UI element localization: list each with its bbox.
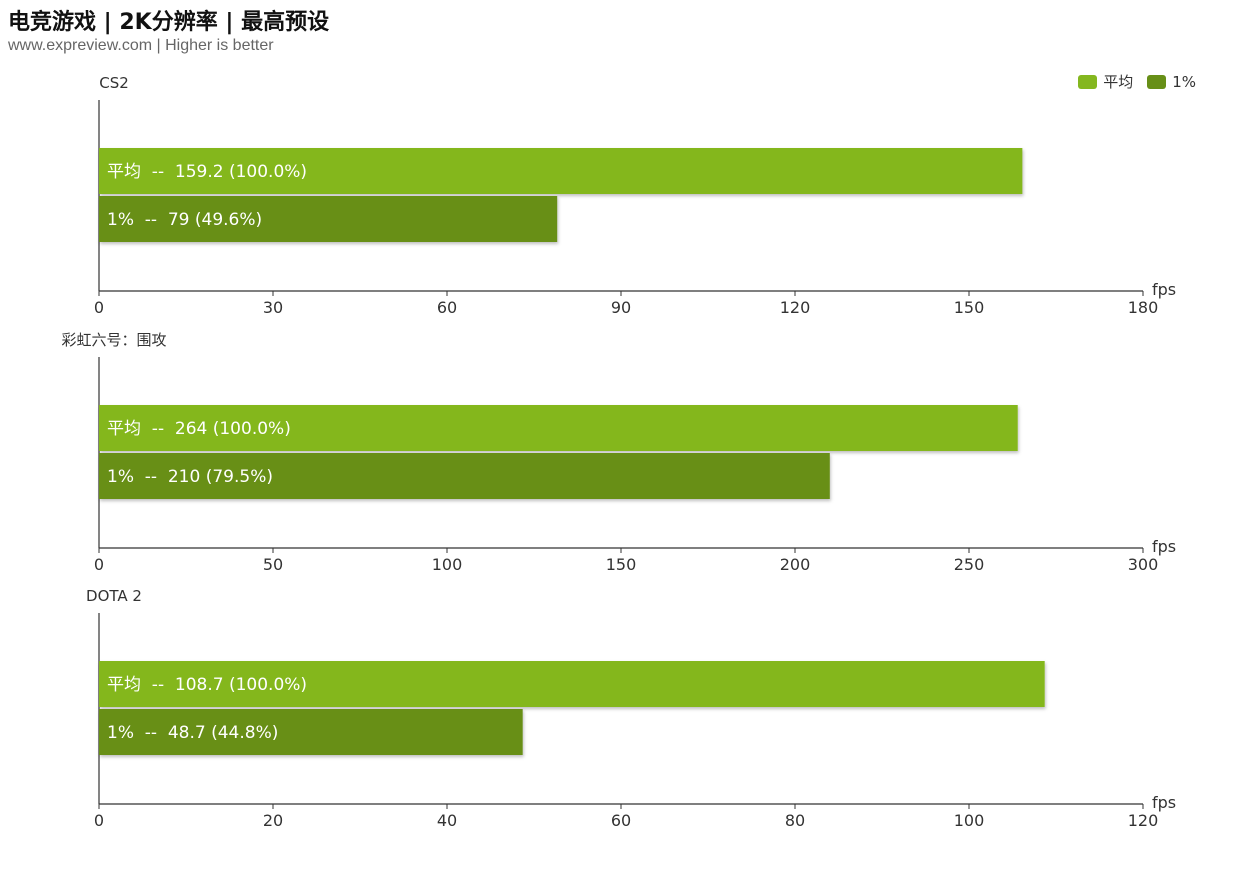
x-tick-label-1-0: 0 xyxy=(94,555,104,574)
legend: 平均 1% xyxy=(1064,71,1196,92)
bar-label-0-0: 平均 -- 159.2 (100.0%) xyxy=(107,162,307,182)
x-tick-label-2-3: 60 xyxy=(611,811,631,830)
legend-item-1pct[interactable]: 1% xyxy=(1147,73,1196,91)
legend-label-avg: 平均 xyxy=(1103,73,1134,91)
x-tick-label-2-6: 120 xyxy=(1128,811,1159,830)
x-tick-label-2-2: 40 xyxy=(437,811,457,830)
x-tick-label-1-6: 300 xyxy=(1128,555,1159,574)
x-axis-unit-2: fps xyxy=(1152,793,1176,812)
x-tick-label-1-4: 200 xyxy=(780,555,811,574)
x-tick-label-2-1: 20 xyxy=(263,811,283,830)
legend-item-avg[interactable]: 平均 xyxy=(1078,71,1133,92)
bar-label-2-0: 平均 -- 108.7 (100.0%) xyxy=(107,675,307,695)
x-tick-label-1-3: 150 xyxy=(606,555,637,574)
x-tick-label-0-2: 60 xyxy=(437,298,457,317)
chart-subtitle: www.expreview.com | Higher is better xyxy=(8,37,274,54)
bar-2-0[interactable] xyxy=(99,661,1045,707)
legend-swatch-avg xyxy=(1078,74,1098,89)
bar-label-1-0: 平均 -- 264 (100.0%) xyxy=(107,419,291,439)
legend-label-1pct: 1% xyxy=(1172,72,1196,91)
bar-0-1[interactable] xyxy=(99,196,558,242)
x-tick-label-0-3: 90 xyxy=(611,298,631,317)
bar-1-0[interactable] xyxy=(99,405,1018,451)
x-tick-label-0-4: 120 xyxy=(780,298,811,317)
x-tick-label-0-1: 30 xyxy=(263,298,283,317)
panel-title-1: 彩虹六号：围攻 xyxy=(61,331,166,349)
bar-label-2-1: 1% -- 48.7 (44.8%) xyxy=(107,723,278,743)
legend-swatch-1pct xyxy=(1147,74,1167,89)
bar-label-1-1: 1% -- 210 (79.5%) xyxy=(107,467,273,487)
bar-0-0[interactable] xyxy=(99,148,1023,194)
x-tick-label-0-0: 0 xyxy=(94,298,104,317)
bar-2-1[interactable] xyxy=(99,709,523,755)
x-tick-label-1-5: 250 xyxy=(954,555,985,574)
x-tick-label-2-0: 0 xyxy=(94,811,104,830)
chart-title: 电竞游戏 | 2K分辨率 | 最高预设 xyxy=(8,10,330,35)
x-tick-label-1-1: 50 xyxy=(263,555,283,574)
x-tick-label-2-4: 80 xyxy=(785,811,805,830)
bar-1-1[interactable] xyxy=(99,453,830,499)
panel-title-2: DOTA 2 xyxy=(86,587,142,605)
x-axis-unit-1: fps xyxy=(1152,537,1176,556)
bar-label-0-1: 1% -- 79 (49.6%) xyxy=(107,210,262,230)
x-tick-label-1-2: 100 xyxy=(432,555,463,574)
x-tick-label-0-5: 150 xyxy=(954,298,985,317)
x-axis-unit-0: fps xyxy=(1152,280,1176,299)
x-tick-label-0-6: 180 xyxy=(1128,298,1159,317)
x-tick-label-2-5: 100 xyxy=(954,811,985,830)
panel-title-0: CS2 xyxy=(99,74,129,92)
